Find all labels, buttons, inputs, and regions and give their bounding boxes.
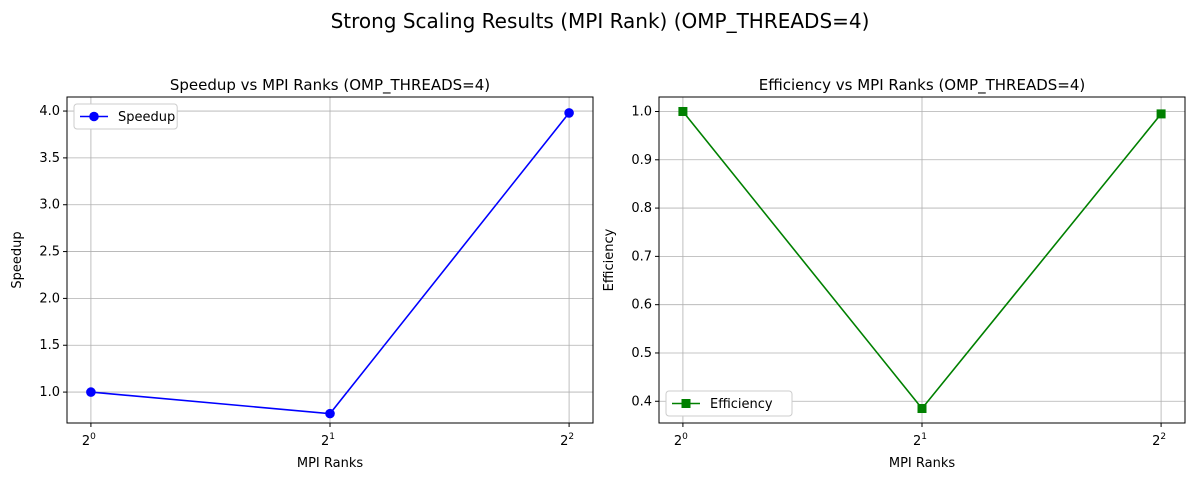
y-tick-label: 0.5 [631,346,652,361]
y-tick-label: 0.9 [631,153,652,168]
y-tick-label: 1.5 [39,338,60,353]
legend-marker [681,399,691,408]
legend: Speedup [73,103,178,130]
legend-label: Efficiency [710,397,773,412]
chart-title: Speedup vs MPI Ranks (OMP_THREADS=4) [170,76,490,95]
x-tick-label: 22 [1152,432,1166,449]
legend-label: Speedup [118,110,175,125]
x-tick-label: 22 [560,432,574,449]
y-tick-label: 3.0 [39,198,60,213]
efficiency-chart: 0.4 0.5 0.6 0.7 0.8 0.9 1.0 20 21 22 Efficiency vs… [602,76,1186,471]
x-tick-label: 21 [321,432,335,449]
data-point [86,387,96,397]
x-tick-label: 20 [674,432,688,449]
y-tick-label: 0.6 [631,298,652,313]
y-tick-label: 1.0 [39,385,60,400]
y-tick-label: 1.0 [631,104,652,119]
x-axis-label: MPI Ranks [889,456,956,471]
x-tick-label: 20 [82,432,96,449]
figure-title: Strong Scaling Results (MPI Rank) (OMP_T… [331,9,870,33]
x-axis-label: MPI Ranks [297,456,364,471]
y-axis-label: Speedup [10,231,25,288]
y-tick-label: 3.5 [39,151,60,166]
y-tick-label: 0.8 [631,201,652,216]
chart-title: Efficiency vs MPI Ranks (OMP_THREADS=4) [759,76,1086,95]
legend-box [73,103,178,130]
legend-marker [89,111,99,122]
data-point [678,106,688,116]
legend-box [665,390,793,417]
y-tick-label: 0.7 [631,249,652,264]
speedup-chart: 1.0 1.5 2.0 2.5 3.0 3.5 4.0 20 21 22 Speedup vs MP… [10,76,594,471]
data-point [325,408,335,419]
y-tick-label: 0.4 [631,394,652,409]
legend: Efficiency [665,390,793,417]
y-tick-label: 2.5 [39,245,60,260]
y-axis-label: Efficiency [602,228,617,291]
x-tick-label: 21 [913,432,927,449]
y-tick-label: 2.0 [39,291,60,306]
data-point [917,404,927,414]
data-point [564,108,574,118]
data-point [1156,109,1166,119]
y-tick-label: 4.0 [39,104,60,119]
